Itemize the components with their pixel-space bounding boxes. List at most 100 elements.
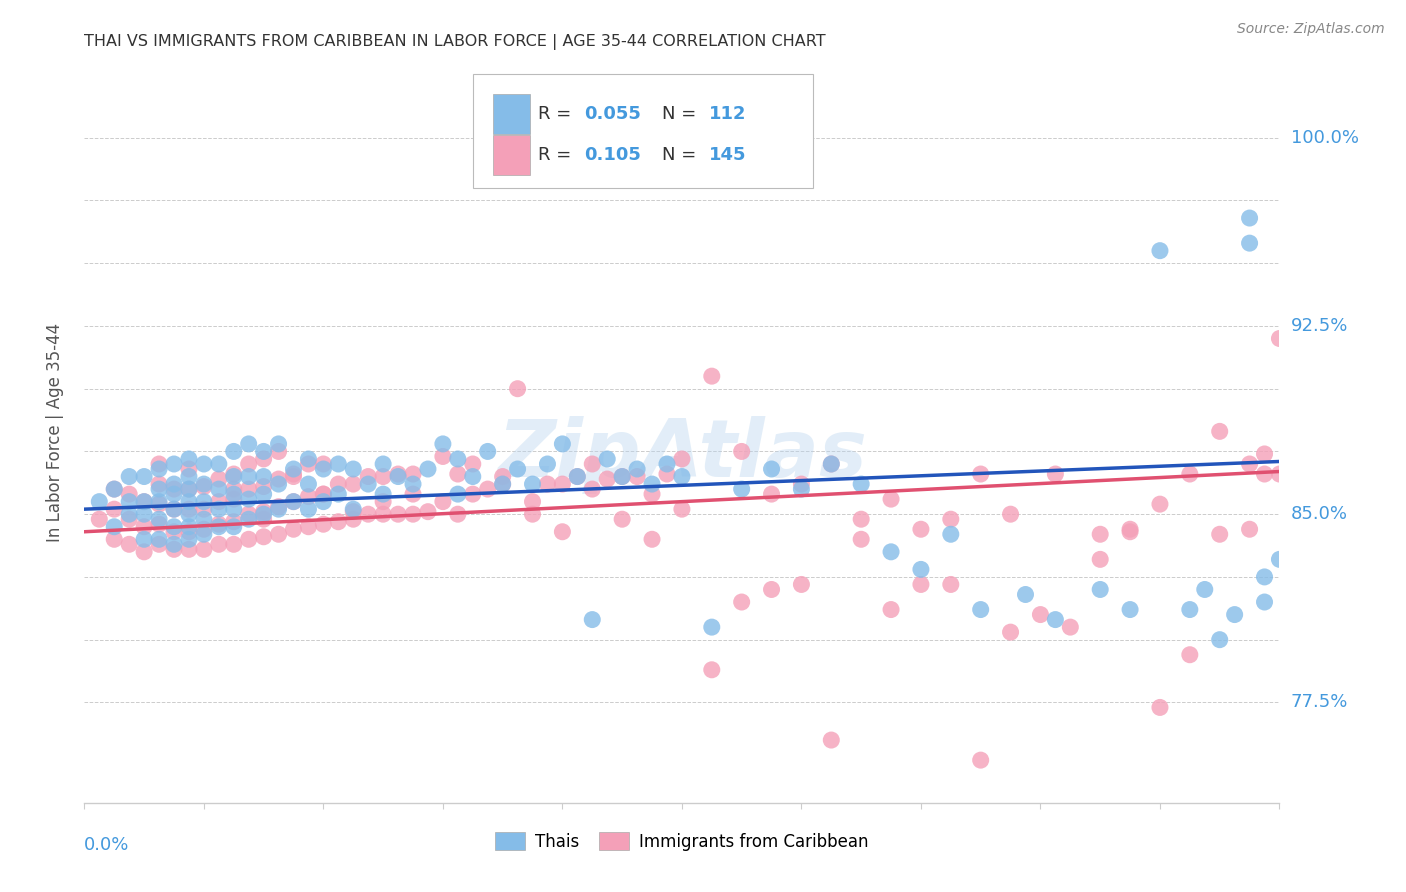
Point xyxy=(1268,331,1291,345)
Point xyxy=(492,477,515,491)
Point xyxy=(267,472,290,486)
Point xyxy=(342,505,364,519)
Text: 85.0%: 85.0% xyxy=(1291,505,1347,524)
Text: 112: 112 xyxy=(710,105,747,123)
Point xyxy=(283,494,305,508)
Point xyxy=(222,487,245,501)
Point xyxy=(1000,625,1022,640)
Point xyxy=(222,492,245,507)
Point xyxy=(208,482,231,496)
Point xyxy=(342,502,364,516)
Point xyxy=(432,494,454,508)
Legend: Thais, Immigrants from Caribbean: Thais, Immigrants from Caribbean xyxy=(488,825,876,857)
Point xyxy=(880,602,903,616)
Point xyxy=(970,467,993,481)
Text: 77.5%: 77.5% xyxy=(1291,693,1348,712)
Point xyxy=(177,502,200,516)
Point xyxy=(402,477,425,491)
Point xyxy=(193,477,215,491)
Point xyxy=(132,494,156,508)
Point xyxy=(790,577,813,591)
Point xyxy=(461,487,484,501)
Point xyxy=(596,472,619,486)
Point xyxy=(1253,467,1275,481)
Point xyxy=(148,537,170,551)
Text: THAI VS IMMIGRANTS FROM CARIBBEAN IN LABOR FORCE | AGE 35-44 CORRELATION CHART: THAI VS IMMIGRANTS FROM CARIBBEAN IN LAB… xyxy=(84,34,825,50)
Point xyxy=(1268,552,1291,566)
Point xyxy=(118,494,141,508)
Point xyxy=(626,469,648,483)
Point xyxy=(267,500,290,514)
Text: 0.105: 0.105 xyxy=(583,146,641,164)
Point xyxy=(177,482,200,496)
Point xyxy=(222,502,245,516)
Point xyxy=(177,507,200,521)
Point xyxy=(402,507,425,521)
Point xyxy=(283,494,305,508)
Point xyxy=(208,537,231,551)
Point xyxy=(342,462,364,476)
Point xyxy=(1029,607,1052,622)
Point xyxy=(297,457,319,471)
Point xyxy=(655,467,678,481)
Point xyxy=(253,452,276,467)
Point xyxy=(163,542,186,557)
Point xyxy=(328,477,350,491)
Point xyxy=(910,577,932,591)
Point xyxy=(89,494,111,508)
Point xyxy=(283,522,305,536)
Text: ZipAtlas: ZipAtlas xyxy=(496,416,868,494)
Point xyxy=(297,520,319,534)
Point xyxy=(132,533,156,547)
Point xyxy=(253,530,276,544)
Point xyxy=(118,507,141,521)
Point xyxy=(1268,467,1291,481)
Point xyxy=(193,502,215,516)
Point xyxy=(132,545,156,559)
Point xyxy=(551,437,574,451)
Point xyxy=(312,517,335,532)
Point xyxy=(148,477,170,491)
Point xyxy=(880,492,903,507)
Point xyxy=(208,520,231,534)
Point xyxy=(671,469,693,483)
Point xyxy=(208,472,231,486)
Point xyxy=(238,482,260,496)
Point xyxy=(148,482,170,496)
Point xyxy=(522,507,544,521)
Point xyxy=(1178,648,1201,662)
Point xyxy=(118,512,141,526)
Point xyxy=(1045,613,1067,627)
Point xyxy=(312,462,335,476)
Point xyxy=(297,477,319,491)
Point xyxy=(1059,620,1081,634)
Point xyxy=(1194,582,1216,597)
Point xyxy=(297,490,319,504)
Point xyxy=(1045,467,1067,481)
Point xyxy=(820,457,842,471)
Point xyxy=(103,533,125,547)
Point xyxy=(148,517,170,532)
Point xyxy=(312,487,335,501)
Point xyxy=(910,522,932,536)
Point xyxy=(731,444,754,458)
Text: Source: ZipAtlas.com: Source: ZipAtlas.com xyxy=(1237,22,1385,37)
Point xyxy=(1253,595,1275,609)
Point xyxy=(163,524,186,539)
Point xyxy=(193,522,215,536)
Point xyxy=(297,502,319,516)
Point xyxy=(208,502,231,516)
Point xyxy=(238,457,260,471)
Point xyxy=(820,733,842,747)
Point xyxy=(447,507,470,521)
Point xyxy=(387,469,409,483)
Point xyxy=(1178,467,1201,481)
Point xyxy=(432,437,454,451)
Point xyxy=(163,502,186,516)
Point xyxy=(1149,700,1171,714)
Point xyxy=(761,462,783,476)
Point xyxy=(1223,607,1246,622)
Point xyxy=(820,457,842,471)
Point xyxy=(238,512,260,526)
Point xyxy=(641,487,664,501)
